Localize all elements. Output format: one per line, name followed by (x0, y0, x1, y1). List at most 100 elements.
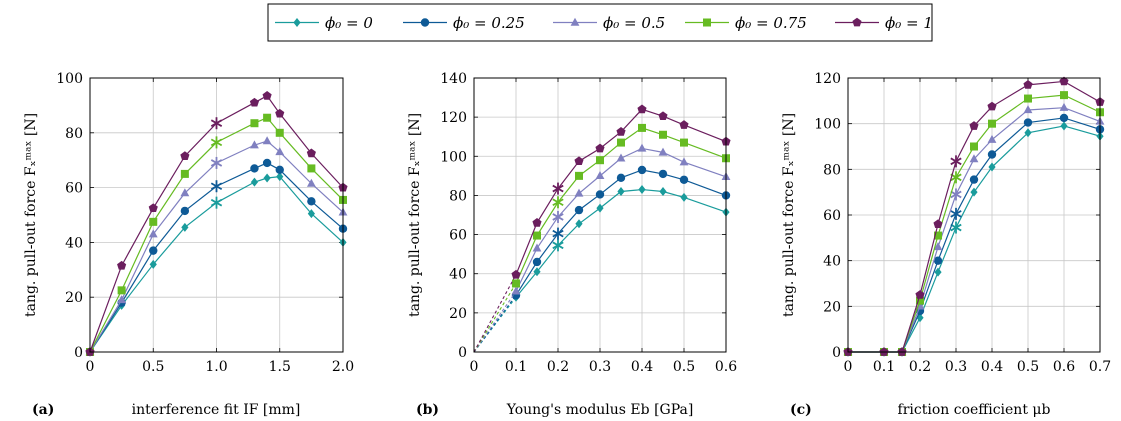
series-dashed-extension (473, 296, 517, 353)
x-tick-label: 0.5 (142, 359, 164, 375)
data-point (532, 257, 542, 267)
y-axis-label: tang. pull-out force Fₓᵐᵃˣ [N] (781, 113, 797, 317)
y-axis-label: tang. pull-out force Fₓᵐᵃˣ [N] (407, 113, 423, 317)
y-tick-label: 20 (65, 290, 83, 306)
x-tick-label: 0 (470, 359, 479, 375)
legend-entry-4: ϕ₀ = 1 (835, 14, 933, 32)
data-point (988, 162, 996, 172)
data-point-star (210, 180, 223, 193)
data-point (1060, 91, 1068, 100)
data-point (532, 218, 542, 227)
data-point (933, 242, 943, 251)
legend-entry-0: ϕ₀ = 0 (275, 14, 373, 32)
x-tick-label: 0.2 (909, 359, 931, 375)
data-point (275, 128, 284, 137)
data-point (595, 190, 605, 199)
series-0-75 (473, 123, 730, 353)
x-axis-label: interference fit IF [mm] (132, 402, 301, 418)
data-point (117, 260, 127, 270)
legend-label: ϕ₀ = 0.5 (603, 14, 665, 32)
data-point (117, 286, 126, 295)
data-point (533, 231, 541, 240)
data-point (275, 147, 285, 156)
y-tick-label: 0 (832, 345, 841, 361)
legend-label: ϕ₀ = 0.75 (735, 14, 807, 32)
series-line (848, 94, 1101, 353)
x-tick-label: 0.6 (1053, 359, 1075, 375)
data-point (595, 171, 605, 180)
data-point (933, 256, 943, 265)
x-tick-label: 0.2 (547, 359, 569, 375)
data-point (250, 177, 259, 187)
data-point (1059, 76, 1069, 86)
x-axis-label: friction coefficient μb (898, 402, 1051, 418)
data-point-star (552, 227, 564, 240)
x-tick-label: 0.4 (631, 359, 653, 375)
series-line (89, 140, 344, 353)
data-point (276, 172, 284, 182)
data-point (262, 91, 272, 100)
y-tick-label: 100 (56, 71, 83, 87)
data-point (658, 147, 668, 156)
x-tick-label: 2.0 (332, 359, 354, 375)
y-tick-label: 120 (814, 71, 841, 87)
x-tick-label: 0.5 (1017, 359, 1039, 375)
series-dashed-extension (473, 294, 517, 353)
data-point (616, 127, 626, 136)
data-point (250, 119, 259, 128)
grid (473, 77, 727, 353)
data-point (595, 143, 605, 153)
series-line (89, 162, 344, 353)
data-point (638, 185, 646, 195)
series-0-25 (473, 165, 731, 353)
data-point (511, 286, 521, 295)
x-tick-label: 0.3 (945, 359, 967, 375)
axis-frame (89, 77, 344, 353)
x-tick-label: 0 (844, 359, 853, 375)
data-point (934, 267, 942, 277)
data-point (638, 123, 646, 132)
data-point-star (210, 136, 223, 149)
data-point (680, 192, 688, 202)
data-point (916, 296, 924, 305)
legend-label: ϕ₀ = 0 (325, 14, 373, 32)
data-point (533, 267, 541, 277)
data-point (574, 188, 584, 197)
data-point (637, 104, 647, 114)
y-tick-label: 0 (74, 345, 83, 361)
data-point (262, 158, 272, 168)
data-point (1023, 118, 1033, 127)
series-line (515, 127, 727, 284)
legend-marker (570, 17, 580, 26)
legend-marker (852, 17, 862, 27)
data-point-star (950, 155, 962, 168)
data-point (275, 165, 284, 174)
data-point-star (210, 156, 223, 169)
data-point (617, 187, 625, 197)
series-line (848, 117, 1101, 353)
data-point-star (950, 207, 962, 220)
chart-panel-a: 0 0.5 1.0 1.5 2.0 0 20 40 60 80 100 tang. pull-out … (23, 71, 354, 418)
data-point-star (210, 196, 223, 209)
y-tick-label: 0 (458, 345, 467, 361)
data-point (659, 187, 667, 197)
data-point (987, 134, 997, 143)
series-0-5 (85, 136, 348, 356)
data-point (149, 217, 158, 226)
y-tick-label: 40 (65, 235, 83, 251)
data-point (987, 150, 997, 159)
x-tick-label: 0.1 (505, 359, 527, 375)
legend: ϕ₀ = 0 ϕ₀ = 0.25 ϕ₀ = 0.5 ϕ₀ = 0.75 ϕ₀ = 1 (267, 3, 933, 42)
data-point (934, 231, 942, 240)
data-point (658, 111, 668, 121)
series-line (515, 188, 727, 298)
data-point (250, 164, 259, 173)
data-point (933, 219, 943, 229)
data-point (679, 120, 689, 129)
data-point (679, 175, 689, 184)
y-tick-label: 20 (449, 306, 467, 322)
data-point (117, 295, 127, 304)
y-tick-label: 60 (449, 228, 467, 244)
data-point-star (552, 196, 564, 209)
